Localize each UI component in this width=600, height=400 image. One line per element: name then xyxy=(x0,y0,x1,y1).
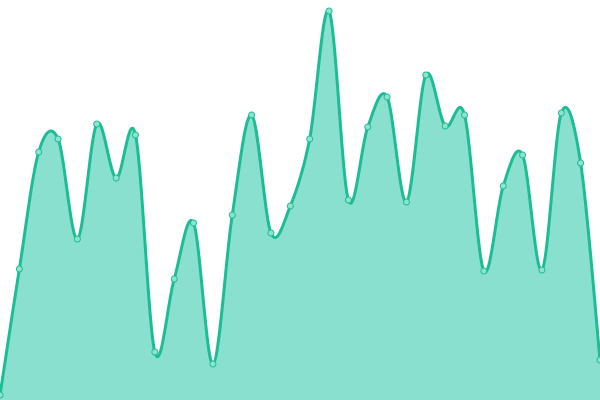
data-point-5 xyxy=(93,120,101,128)
data-point-6 xyxy=(112,174,120,182)
data-point-9 xyxy=(170,275,178,283)
data-point-1 xyxy=(15,265,23,273)
data-point-24 xyxy=(461,111,469,119)
data-point-25 xyxy=(480,267,488,275)
data-point-3 xyxy=(54,135,62,143)
data-point-29 xyxy=(557,109,565,117)
data-point-17 xyxy=(325,7,333,15)
data-point-16 xyxy=(306,135,314,143)
data-point-21 xyxy=(402,198,410,206)
data-point-27 xyxy=(519,151,527,159)
data-point-28 xyxy=(538,266,546,274)
data-point-19 xyxy=(364,123,372,131)
data-point-0 xyxy=(0,391,4,399)
data-point-4 xyxy=(73,235,81,243)
data-point-13 xyxy=(248,111,256,119)
data-point-20 xyxy=(383,93,391,101)
data-point-23 xyxy=(441,122,449,130)
data-point-14 xyxy=(267,229,275,237)
data-point-7 xyxy=(131,131,139,139)
data-point-18 xyxy=(344,196,352,204)
data-point-31 xyxy=(596,356,600,364)
data-point-15 xyxy=(286,202,294,210)
data-point-10 xyxy=(190,219,198,227)
data-point-11 xyxy=(209,360,217,368)
data-point-22 xyxy=(422,71,430,79)
data-point-12 xyxy=(228,211,236,219)
area-fill xyxy=(0,10,600,400)
data-point-26 xyxy=(499,182,507,190)
data-points xyxy=(0,7,600,399)
data-point-2 xyxy=(35,148,43,156)
data-point-8 xyxy=(151,348,159,356)
data-point-30 xyxy=(577,159,585,167)
